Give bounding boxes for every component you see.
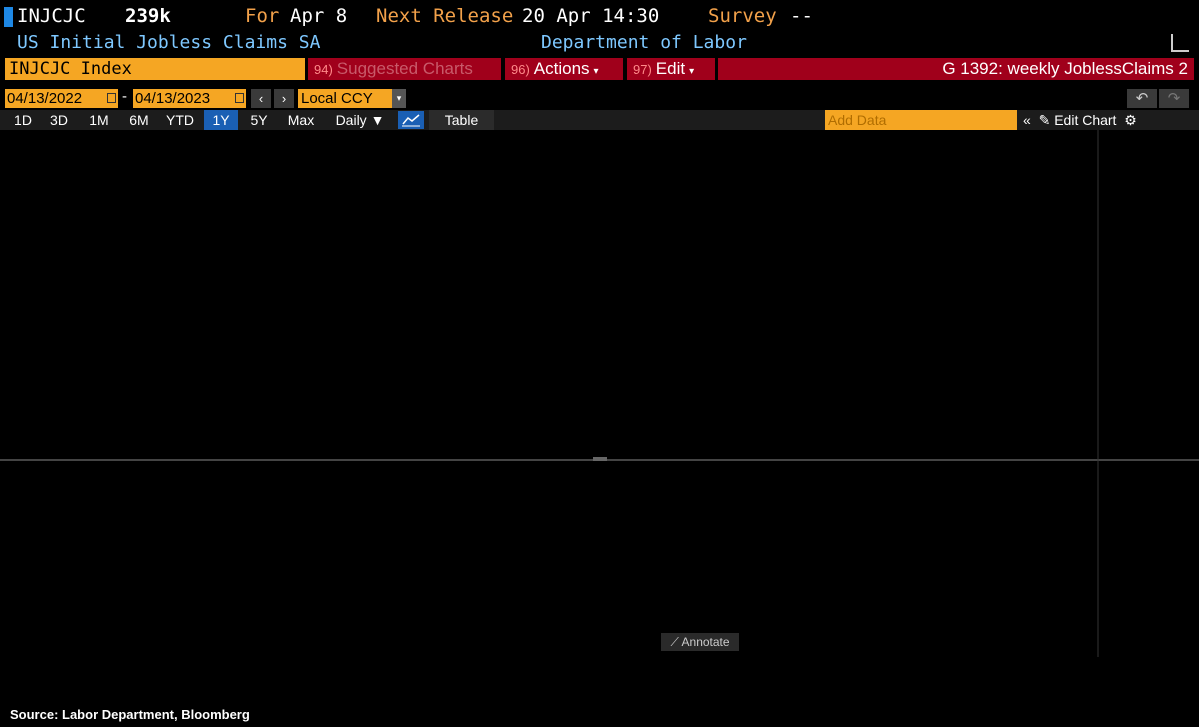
- survey-label: Survey: [708, 5, 777, 27]
- end-date-input[interactable]: 04/13/2023: [133, 89, 246, 108]
- pencil-icon: ✎: [1038, 112, 1051, 128]
- suggested-label: Suggested Charts: [336, 59, 473, 78]
- calendar-icon[interactable]: [107, 93, 116, 103]
- calendar-icon[interactable]: [235, 93, 244, 103]
- range-5y[interactable]: 5Y: [250, 112, 268, 128]
- redo-icon[interactable]: ↷: [1159, 89, 1189, 108]
- chevron-right-icon[interactable]: ›: [274, 89, 294, 108]
- edit-chart-button[interactable]: « ✎ Edit Chart ⚙: [1023, 110, 1137, 130]
- undo-icon[interactable]: ↶: [1127, 89, 1157, 108]
- settings-icon[interactable]: ⚙: [1124, 112, 1137, 128]
- date-separator: -: [122, 88, 127, 105]
- annotate-label: Annotate: [681, 635, 730, 649]
- chart-area[interactable]: Initial weekly unemployment claims (SA)0…: [0, 130, 1199, 707]
- annotate-button[interactable]: ⟋ Annotate: [661, 633, 739, 651]
- actions-num: 96): [511, 62, 530, 77]
- range-1y[interactable]: 1Y: [204, 110, 238, 130]
- suggested-num: 94): [314, 62, 333, 77]
- actions-menu[interactable]: 96) Actions ▾: [505, 58, 623, 80]
- chevron-down-icon: ▾: [689, 66, 695, 77]
- next-release-date: 20 Apr 14:30: [522, 5, 660, 27]
- data-source: Department of Labor: [541, 32, 747, 53]
- chevron-down-icon: ▾: [392, 89, 406, 108]
- range-3d[interactable]: 3D: [50, 112, 68, 128]
- range-ytd[interactable]: YTD: [166, 112, 194, 128]
- range-toolbar: 1D 3D 1M 6M YTD 1Y 5Y Max Daily ▼ Table …: [0, 110, 1199, 130]
- last-value: 239k: [125, 5, 171, 27]
- panel-resize-handle: [593, 457, 607, 461]
- ticker: INJCJC: [17, 5, 86, 27]
- security-description: US Initial Jobless Claims SA: [17, 32, 321, 53]
- for-label: For: [245, 5, 280, 27]
- description-row: US Initial Jobless Claims SA Department …: [0, 32, 1199, 56]
- edit-label: Edit: [655, 59, 686, 78]
- survey-value: --: [790, 5, 813, 27]
- currency-value: Local CCY: [301, 90, 373, 107]
- chart-title: G 1392: weekly JoblessClaims 2: [718, 58, 1194, 80]
- start-date-input[interactable]: 04/13/2022: [5, 89, 118, 108]
- chevron-left-icon[interactable]: ‹: [251, 89, 271, 108]
- menu-bar: INJCJC Index 94) Suggested Charts 96) Acti…: [0, 57, 1199, 81]
- date-toolbar: 04/13/2022 - 04/13/2023 ‹ › Local CCY ▾ …: [0, 88, 1199, 110]
- currency-select[interactable]: Local CCY ▾: [298, 89, 406, 108]
- next-release-label: Next Release: [376, 5, 514, 27]
- security-input[interactable]: INJCJC Index: [5, 58, 305, 80]
- pencil-icon: ⟋: [670, 635, 679, 649]
- line-chart-icon[interactable]: [398, 111, 424, 129]
- security-color-marker: [4, 7, 13, 27]
- add-data-input[interactable]: Add Data: [825, 110, 1017, 130]
- frequency-select[interactable]: Daily ▼: [326, 110, 394, 130]
- actions-label: Actions: [533, 59, 590, 78]
- edit-num: 97): [633, 62, 652, 77]
- range-6m[interactable]: 6M: [129, 112, 149, 128]
- range-1d[interactable]: 1D: [14, 112, 32, 128]
- source-footnote: Source: Labor Department, Bloomberg: [10, 707, 250, 722]
- start-date-value: 04/13/2022: [7, 90, 83, 107]
- frequency-value: Daily: [335, 112, 367, 128]
- for-date: Apr 8: [290, 5, 348, 27]
- chevron-down-icon: ▼: [370, 112, 385, 128]
- range-max[interactable]: Max: [287, 112, 315, 128]
- header-row: INJCJC 239k For Apr 8 Next Release 20 Ap…: [0, 5, 1199, 31]
- collapse-icon[interactable]: «: [1023, 112, 1031, 128]
- end-date-value: 04/13/2023: [135, 90, 211, 107]
- suggested-charts-menu[interactable]: 94) Suggested Charts: [308, 58, 501, 80]
- range-1m[interactable]: 1M: [89, 112, 109, 128]
- chart-background: [0, 130, 1199, 707]
- table-button[interactable]: Table: [429, 110, 494, 130]
- edit-menu[interactable]: 97) Edit ▾: [627, 58, 715, 80]
- popout-icon[interactable]: [1171, 34, 1189, 52]
- chevron-down-icon: ▾: [593, 66, 599, 77]
- edit-chart-label: Edit Chart: [1054, 112, 1117, 128]
